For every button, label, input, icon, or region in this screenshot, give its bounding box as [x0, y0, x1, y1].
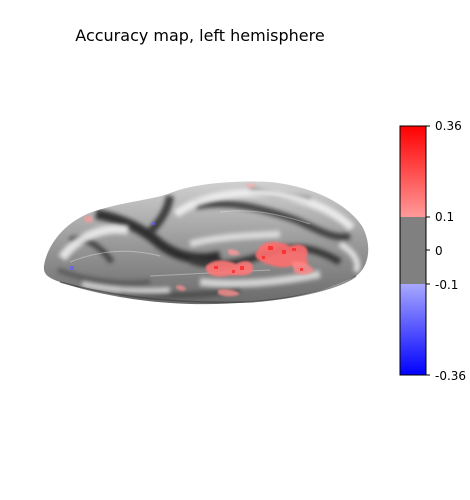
colorbar-neutral-segment: [400, 217, 426, 284]
colorbar-tick-label-min: -0.36: [435, 369, 467, 383]
colorbar-tick-label-zero: 0: [435, 244, 443, 258]
brain-surface: [43, 181, 369, 305]
colorbar-negative-segment: [400, 284, 426, 375]
figure-title: Accuracy map, left hemisphere: [75, 26, 325, 45]
positive-accuracy-regions: [84, 183, 314, 297]
colorbar-positive-segment: [400, 126, 426, 217]
colorbar-tick-label-neg-threshold: -0.1: [435, 278, 459, 292]
colorbar: [399, 125, 430, 376]
colorbar-tick-label-pos-threshold: 0.1: [435, 210, 455, 224]
negative-accuracy-regions: [70, 222, 155, 270]
colorbar-tick-label-max: 0.36: [435, 119, 462, 133]
